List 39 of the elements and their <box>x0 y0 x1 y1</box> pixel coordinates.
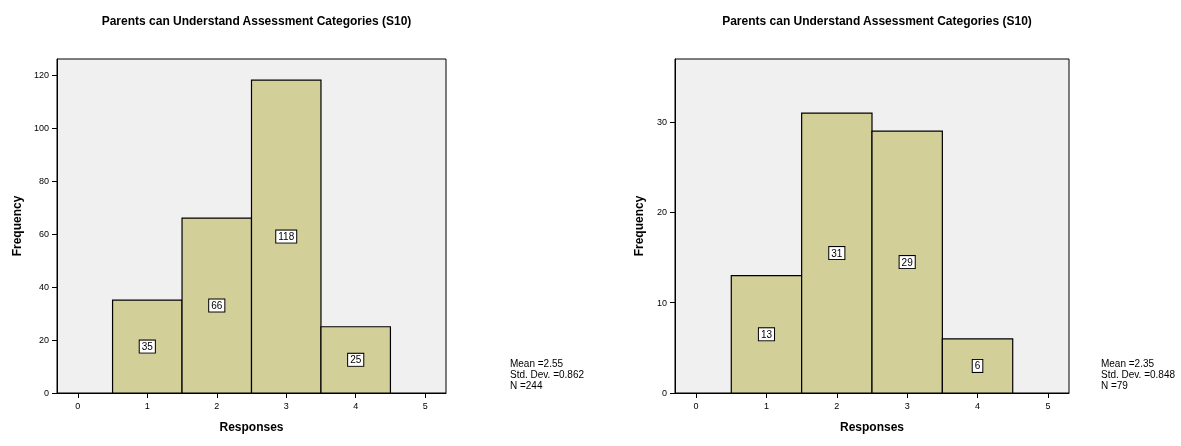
y-tick-label: 40 <box>38 281 49 292</box>
data-label: 13 <box>760 328 773 340</box>
y-tick-label: 100 <box>33 122 49 133</box>
text: Mean =2.55 Std. Dev. =0.862 N =244 <box>509 358 585 391</box>
data-label: 66 <box>211 300 223 312</box>
chart-title: Parents can Understand Assessment Categories (S10) <box>101 14 412 28</box>
x-tick-label: 5 <box>422 400 428 411</box>
y-axis-title: Frequency <box>10 195 25 257</box>
x-tick-label: 2 <box>214 400 220 411</box>
y-tick-label: 30 <box>656 117 667 128</box>
x-tick-label: 4 <box>975 400 981 411</box>
chart-title: Parents can Understand Assessment Categories (S10) <box>722 14 1032 28</box>
x-tick-label: 1 <box>763 400 769 411</box>
data-label: 31 <box>831 247 843 259</box>
x-axis-title: Responses <box>839 420 905 434</box>
x-tick-label: 3 <box>283 400 289 411</box>
data-label: 35 <box>141 341 154 353</box>
y-tick-label: 80 <box>38 175 49 186</box>
y-tick-label: 0 <box>661 388 667 398</box>
text: Mean =2.35 Std. Dev. =0.848 N =79 <box>1100 358 1176 391</box>
x-tick-label: 2 <box>834 400 840 411</box>
x-tick-label: 4 <box>353 400 359 411</box>
y-tick-label: 20 <box>656 207 667 218</box>
x-tick-label: 0 <box>75 400 81 411</box>
x-axis-title: Responses <box>219 420 284 434</box>
x-tick-label: 3 <box>904 400 910 411</box>
data-label: 118 <box>278 231 295 243</box>
x-tick-label: 0 <box>693 400 699 411</box>
data-label: 6 <box>974 360 981 372</box>
y-tick-label: 60 <box>38 228 49 239</box>
x-tick-label: 1 <box>144 400 150 411</box>
x-tick-label: 5 <box>1045 400 1051 411</box>
data-label: 29 <box>901 256 914 268</box>
y-tick-label: 10 <box>656 297 667 308</box>
y-tick-label: 20 <box>38 334 49 345</box>
y-tick-label: 0 <box>43 388 49 398</box>
y-tick-label: 120 <box>33 69 49 80</box>
data-label: 25 <box>350 354 362 366</box>
y-axis-title: Frequency <box>632 195 646 257</box>
